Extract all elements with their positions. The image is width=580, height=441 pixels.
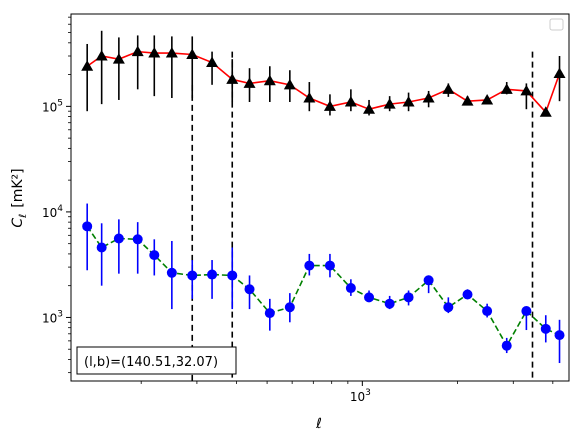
data-point bbox=[304, 260, 315, 271]
data-point bbox=[113, 233, 124, 244]
plot-frame bbox=[70, 13, 570, 382]
data-point bbox=[323, 100, 336, 111]
data-point bbox=[403, 292, 414, 303]
data-point bbox=[186, 48, 199, 59]
data-point bbox=[521, 306, 532, 317]
data-point bbox=[303, 92, 316, 103]
data-point bbox=[131, 45, 144, 57]
y-tick-label: 103 bbox=[42, 309, 63, 325]
data-point bbox=[227, 270, 238, 281]
y-tick-label-exponent: 5 bbox=[57, 98, 63, 108]
series-2 bbox=[82, 203, 565, 364]
y-tick-label-base: 10 bbox=[42, 100, 57, 114]
data-point bbox=[132, 234, 143, 245]
data-point bbox=[540, 323, 551, 334]
annotation-frame bbox=[76, 346, 237, 375]
data-point bbox=[363, 103, 376, 114]
y-axis-label: Cℓ [mK²] bbox=[10, 168, 29, 227]
data-point bbox=[96, 242, 107, 253]
data-point bbox=[345, 283, 356, 294]
annotation-text: (l,b)=(140.51,32.07) bbox=[84, 355, 218, 370]
data-point bbox=[263, 74, 276, 86]
data-point bbox=[501, 340, 512, 351]
data-point bbox=[554, 330, 565, 341]
data-point bbox=[283, 78, 296, 90]
data-point bbox=[206, 56, 219, 68]
data-point bbox=[226, 73, 239, 84]
data-point bbox=[383, 98, 396, 109]
data-point bbox=[243, 77, 256, 88]
plot-layer bbox=[81, 30, 566, 381]
data-point bbox=[500, 83, 513, 94]
x-axis-label: ℓ bbox=[315, 416, 322, 432]
annotation-box: (l,b)=(140.51,32.07) bbox=[76, 346, 237, 375]
data-point bbox=[112, 53, 125, 64]
y-axis-label-sub: ℓ bbox=[18, 214, 29, 218]
y-tick-label-base: 10 bbox=[42, 206, 57, 220]
y-tick-label: 105 bbox=[42, 98, 63, 114]
data-point bbox=[520, 84, 533, 96]
data-point bbox=[264, 308, 275, 319]
data-point bbox=[462, 289, 473, 300]
data-point bbox=[207, 269, 218, 280]
y-tick-label-base: 10 bbox=[42, 311, 57, 325]
data-point bbox=[423, 275, 434, 286]
data-point bbox=[553, 67, 566, 78]
series-1 bbox=[81, 30, 566, 117]
y-axis-label-main: C bbox=[10, 218, 26, 228]
data-point bbox=[95, 50, 108, 61]
data-point bbox=[461, 95, 474, 106]
legend-box bbox=[549, 18, 564, 31]
data-point bbox=[422, 92, 435, 103]
data-point bbox=[244, 284, 255, 295]
data-point bbox=[166, 267, 177, 278]
data-point bbox=[82, 221, 93, 232]
data-point bbox=[344, 95, 357, 107]
x-tick-label: 103 bbox=[350, 388, 371, 404]
y-axis-label-unit: [mK²] bbox=[10, 168, 26, 207]
data-point bbox=[442, 83, 455, 94]
data-point bbox=[402, 95, 415, 107]
y-tick-label-exponent: 3 bbox=[57, 309, 63, 319]
data-point bbox=[364, 292, 375, 303]
data-point bbox=[539, 106, 552, 117]
data-point bbox=[148, 47, 161, 58]
data-point bbox=[187, 270, 198, 281]
data-point bbox=[384, 298, 395, 309]
data-point bbox=[81, 60, 94, 71]
y-tick-label-exponent: 4 bbox=[57, 204, 63, 214]
data-point bbox=[165, 47, 178, 58]
data-point bbox=[324, 260, 335, 271]
x-tick-label-base: 10 bbox=[350, 390, 365, 404]
y-tick-label: 104 bbox=[42, 204, 63, 220]
data-point bbox=[481, 93, 494, 105]
data-point bbox=[443, 302, 454, 313]
data-point bbox=[284, 302, 295, 313]
x-tick-label-exponent: 3 bbox=[365, 388, 371, 398]
data-point bbox=[482, 306, 493, 317]
data-point bbox=[149, 250, 160, 261]
